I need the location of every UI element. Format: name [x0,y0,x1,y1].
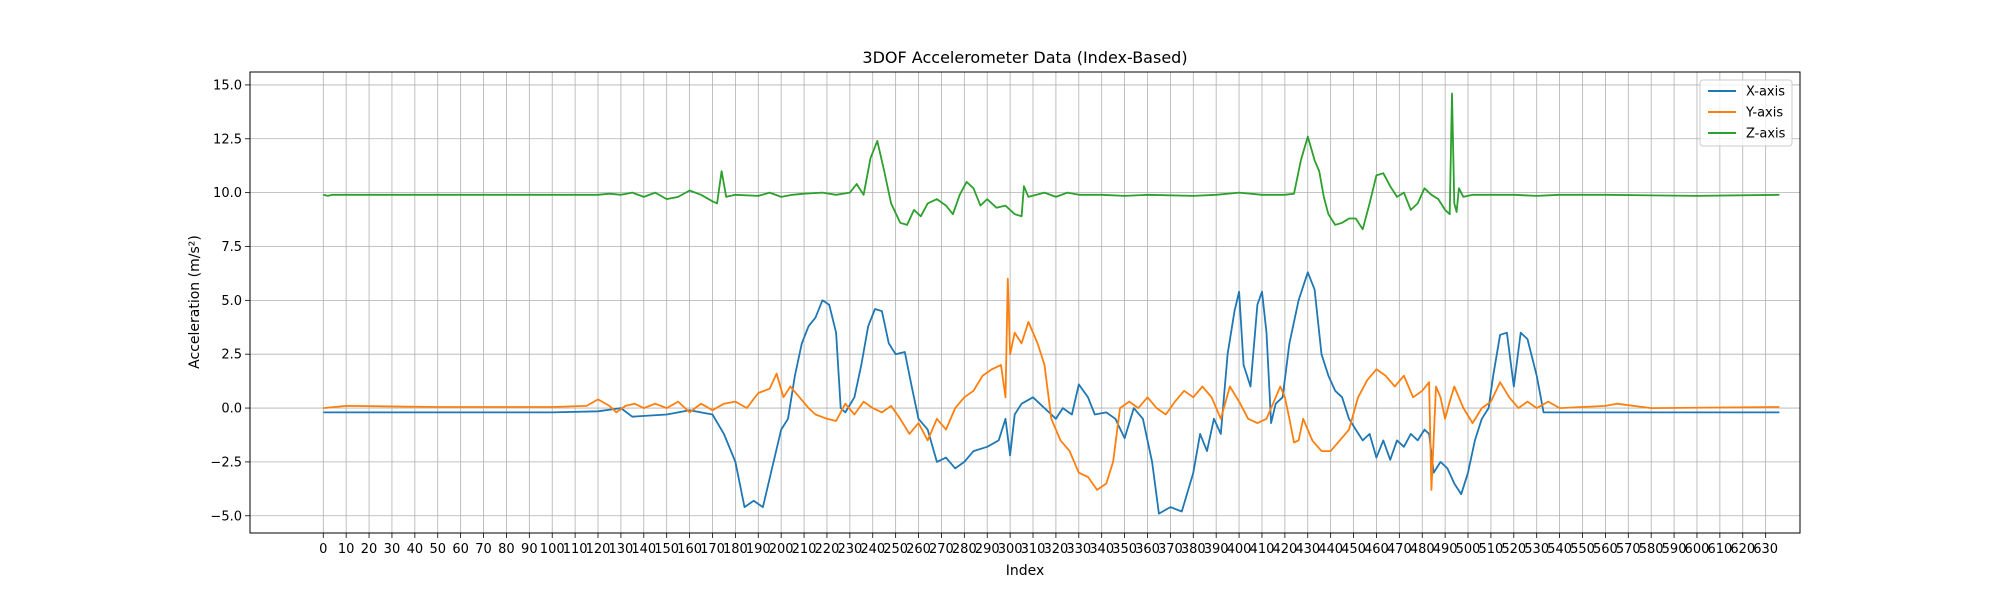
x-tick-label: 40 [407,542,424,557]
legend-label: Z-axis [1746,127,1786,142]
x-tick-label: 350 [1112,542,1137,557]
series-line-z-axis [323,92,1780,231]
chart-title: 3DOF Accelerometer Data (Index-Based) [862,48,1187,67]
x-tick-label: 280 [952,542,977,557]
x-tick-label: 590 [1662,542,1687,557]
grid-lines [250,72,1800,533]
y-axis-label: Acceleration (m/s²) [187,235,203,369]
x-tick-label: 380 [1181,542,1206,557]
x-tick-label: 440 [1318,542,1343,557]
x-tick-label: 230 [837,542,862,557]
x-tick-label: 150 [654,542,679,557]
y-tick-label: 10.0 [213,186,242,201]
x-axis-ticks: 0 10 20 30 40 50 60 70 80 90 100110120130140150160… [319,533,1778,557]
x-tick-label: 300 [998,542,1023,557]
x-tick-label: 510 [1479,542,1504,557]
x-tick-label: 190 [746,542,771,557]
x-tick-label: 320 [1043,542,1068,557]
x-tick-label: 400 [1227,542,1252,557]
x-tick-label: 90 [521,542,538,557]
x-tick-label: 480 [1410,542,1435,557]
x-tick-label: 620 [1730,542,1755,557]
x-tick-label: 460 [1364,542,1389,557]
x-tick-label: 550 [1570,542,1595,557]
y-tick-label: 15.0 [213,78,242,93]
x-tick-label: 630 [1753,542,1778,557]
x-tick-label: 360 [1135,542,1160,557]
y-tick-label: −2.5 [210,455,242,470]
x-tick-label: 410 [1250,542,1275,557]
x-tick-label: 100 [540,542,565,557]
x-tick-label: 80 [498,542,515,557]
x-tick-label: 500 [1456,542,1481,557]
x-tick-label: 610 [1707,542,1732,557]
x-tick-label: 210 [792,542,817,557]
x-tick-label: 420 [1272,542,1297,557]
series-lines [323,92,1780,515]
x-tick-label: 520 [1501,542,1526,557]
x-tick-label: 570 [1616,542,1641,557]
x-tick-label: 340 [1089,542,1114,557]
x-tick-label: 250 [883,542,908,557]
x-tick-label: 370 [1158,542,1183,557]
x-tick-label: 260 [906,542,931,557]
y-tick-label: 5.0 [221,294,242,309]
x-tick-label: 140 [631,542,656,557]
series-line-y-axis [323,277,1780,491]
x-tick-label: 220 [815,542,840,557]
x-tick-label: 270 [929,542,954,557]
legend: X-axis Y-axis Z-axis [1699,79,1793,147]
x-tick-label: 160 [677,542,702,557]
legend-box [1699,79,1793,147]
x-tick-label: 50 [429,542,446,557]
x-tick-label: 20 [361,542,378,557]
x-tick-label: 10 [338,542,355,557]
x-tick-label: 170 [700,542,725,557]
x-tick-label: 200 [769,542,794,557]
x-tick-label: 180 [723,542,748,557]
x-axis-label: Index [1006,563,1045,579]
x-tick-label: 580 [1639,542,1664,557]
x-tick-label: 470 [1387,542,1412,557]
y-tick-label: 7.5 [221,240,242,255]
x-tick-label: 390 [1204,542,1229,557]
x-tick-label: 60 [452,542,469,557]
x-tick-label: 30 [384,542,401,557]
x-tick-label: 490 [1433,542,1458,557]
x-tick-label: 450 [1341,542,1366,557]
y-axis-ticks: −5.0 −2.5 0.0 2.5 5.0 7.5 10.0 12.5 15.0 [210,78,250,524]
legend-label: X-axis [1746,85,1785,100]
x-tick-label: 530 [1524,542,1549,557]
x-tick-label: 70 [475,542,492,557]
y-tick-label: 0.0 [221,402,242,417]
y-tick-label: 12.5 [213,132,242,147]
y-tick-label: 2.5 [221,348,242,363]
y-tick-label: −5.0 [210,509,242,524]
x-tick-label: 310 [1021,542,1046,557]
x-tick-label: 110 [563,542,588,557]
plot-frame [249,71,1801,534]
x-tick-label: 600 [1685,542,1710,557]
x-tick-label: 330 [1066,542,1091,557]
x-tick-label: 430 [1295,542,1320,557]
x-tick-label: 560 [1593,542,1618,557]
legend-label: Y-axis [1745,106,1783,121]
x-tick-label: 290 [975,542,1000,557]
x-tick-label: 0 [319,542,327,557]
series-line-x-axis [323,271,1780,515]
x-tick-label: 240 [860,542,885,557]
x-tick-label: 130 [608,542,633,557]
x-tick-label: 540 [1547,542,1572,557]
x-tick-label: 120 [586,542,611,557]
